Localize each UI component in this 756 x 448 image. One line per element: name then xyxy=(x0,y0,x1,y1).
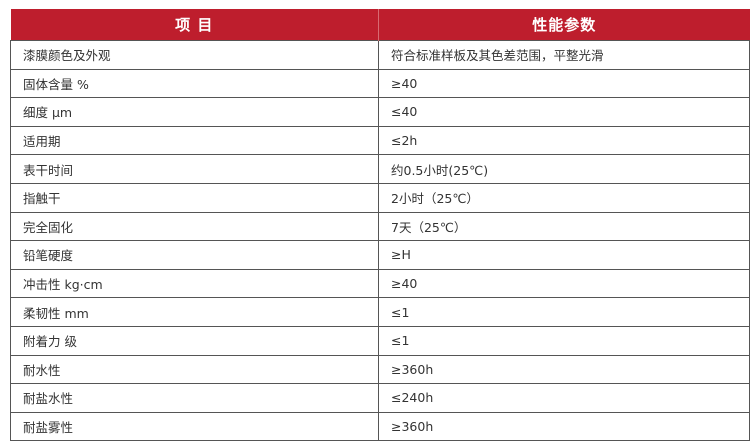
cell-item: 完全固化 xyxy=(10,211,379,242)
cell-item: 耐盐水性 xyxy=(10,383,379,413)
cell-value: ≤1 xyxy=(378,297,750,327)
header-row: 项 目 性能参数 xyxy=(10,9,750,41)
cell-item: 固体含量 % xyxy=(10,68,379,99)
cell-item: 指触干 xyxy=(10,182,379,213)
cell-value: ≥40 xyxy=(378,68,750,99)
cell-item: 耐盐雾性 xyxy=(10,411,379,442)
cell-value: 7天（25℃） xyxy=(378,211,750,242)
cell-item: 适用期 xyxy=(10,125,379,156)
cell-value: ≤240h xyxy=(378,383,750,413)
spec-table: 项 目 性能参数 漆膜颜色及外观 符合标准样板及其色差范围，平整光滑 固体含量 % ≥… xyxy=(10,9,750,442)
cell-value: 约0.5小时(25℃) xyxy=(378,154,750,184)
header-item: 项 目 xyxy=(10,9,379,41)
cell-value: ≥H xyxy=(378,240,750,270)
cell-value: ≤40 xyxy=(378,97,750,127)
cell-item: 漆膜颜色及外观 xyxy=(10,40,379,70)
cell-item: 表干时间 xyxy=(10,154,379,184)
table-row: 表干时间 约0.5小时(25℃) xyxy=(10,154,750,184)
cell-item: 铅笔硬度 xyxy=(10,240,379,270)
cell-value: 2小时（25℃） xyxy=(378,182,750,213)
table-row: 附着力 级 ≤1 xyxy=(10,325,750,356)
cell-value: 符合标准样板及其色差范围，平整光滑 xyxy=(378,40,750,70)
cell-value: ≥40 xyxy=(378,268,750,299)
cell-value: ≥360h xyxy=(378,354,750,385)
cell-item: 柔韧性 mm xyxy=(10,297,379,327)
header-spec: 性能参数 xyxy=(378,9,750,41)
cell-item: 细度 μm xyxy=(10,97,379,127)
table-row: 冲击性 kg·cm ≥40 xyxy=(10,268,750,299)
table-row: 适用期 ≤2h xyxy=(10,125,750,156)
table-row: 柔韧性 mm ≤1 xyxy=(10,297,750,327)
cell-item: 冲击性 kg·cm xyxy=(10,268,379,299)
table-row: 铅笔硬度 ≥H xyxy=(10,240,750,270)
table-row: 耐水性 ≥360h xyxy=(10,354,750,385)
cell-value: ≤1 xyxy=(378,325,750,356)
table-row: 耐盐水性 ≤240h xyxy=(10,383,750,413)
table-row: 完全固化 7天（25℃） xyxy=(10,211,750,242)
cell-item: 耐水性 xyxy=(10,354,379,385)
table-row: 耐盐雾性 ≥360h xyxy=(10,411,750,442)
table-row: 漆膜颜色及外观 符合标准样板及其色差范围，平整光滑 xyxy=(10,40,750,70)
cell-item: 附着力 级 xyxy=(10,325,379,356)
cell-value: ≥360h xyxy=(378,411,750,442)
cell-value: ≤2h xyxy=(378,125,750,156)
table-row: 细度 μm ≤40 xyxy=(10,97,750,127)
table-row: 固体含量 % ≥40 xyxy=(10,68,750,99)
table-row: 指触干 2小时（25℃） xyxy=(10,182,750,213)
